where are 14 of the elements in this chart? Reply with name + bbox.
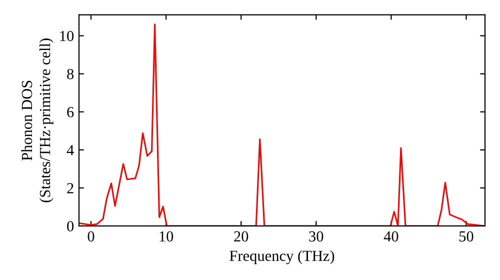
y-tick-label: 8: [67, 68, 74, 80]
x-tick-label: 30: [309, 231, 324, 242]
y-tick-label: 6: [67, 107, 74, 118]
x-tick-label: 10: [160, 231, 174, 242]
y-tick-label: 0: [67, 221, 74, 232]
x-axis-title: Frequency (THz): [230, 250, 334, 264]
y-tick-label: 2: [67, 183, 74, 194]
x-tick-label: 40: [384, 231, 398, 242]
x-tick-label: 20: [234, 231, 248, 242]
x-tick-label: 0: [88, 231, 94, 242]
y-tick-label: 10: [60, 30, 74, 42]
y-axis-title: Phonon DOS (States/THz·primitive cell): [21, 38, 54, 202]
x-tick-label: 50: [459, 231, 474, 242]
y-tick-label: 4: [66, 145, 74, 156]
